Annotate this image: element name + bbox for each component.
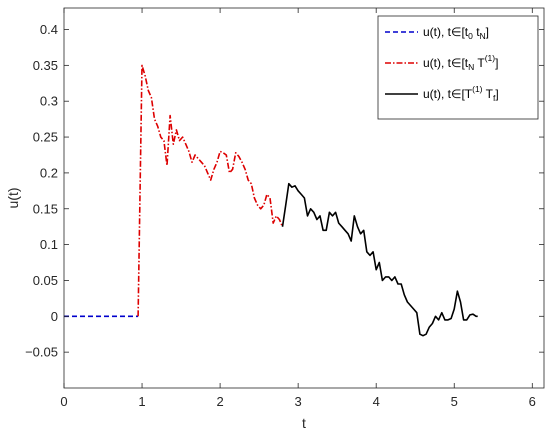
y-tick-label: −0.05: [25, 345, 58, 360]
x-tick-label: 0: [60, 394, 67, 409]
legend-label-3: u(t), t∈[T(1) Tf]: [423, 84, 499, 103]
axes-layer: 0 1 2 3 4 5 6 −0.05 0 0.05 0.1 0.15 0.2 0.25 0.3 0.35 0.…: [25, 7, 545, 409]
series-line-3: [281, 182, 478, 337]
x-tick-label: 3: [295, 394, 302, 409]
y-tick-label: 0.35: [33, 58, 58, 73]
x-axis-label: t: [302, 415, 306, 431]
series-layer: [64, 64, 478, 337]
legend-box: [377, 15, 539, 120]
x-tick-label: 6: [529, 394, 536, 409]
y-tick-label: 0.15: [33, 201, 58, 216]
y-tick-label: 0.1: [40, 237, 58, 252]
y-tick-label: 0.3: [40, 94, 58, 109]
y-tick-label: 0.05: [33, 273, 58, 288]
legend-label-2: u(t), t∈[tN T(1)]: [423, 53, 498, 72]
x-tick-label: 4: [373, 394, 380, 409]
legend: u(t), t∈[t0 tN] u(t), t∈[tN T(1)] u(t), t∈…: [377, 15, 539, 120]
x-tick-label: 1: [138, 394, 145, 409]
y-axis-label: u(t): [5, 188, 21, 209]
series-line-2: [137, 64, 284, 317]
axes-box: [63, 7, 545, 389]
y-tick-label: 0.2: [40, 165, 58, 180]
legend-label-1: u(t), t∈[t0 tN]: [423, 25, 489, 41]
x-tick-label: 2: [216, 394, 223, 409]
y-tick-label: 0: [51, 309, 58, 324]
y-tick-label: 0.25: [33, 130, 58, 145]
x-tick-label: 5: [451, 394, 458, 409]
y-tick-label: 0.4: [40, 22, 58, 37]
